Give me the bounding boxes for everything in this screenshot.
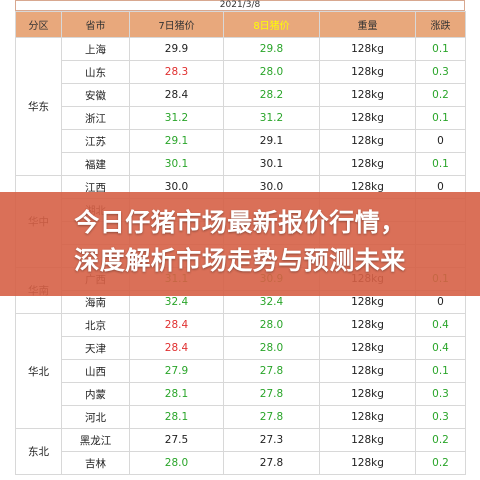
table-row: 天津 28.4 28.0 128kg 0.4	[16, 336, 466, 360]
price7-cell: 28.4	[129, 313, 224, 337]
change-cell: 0.3	[415, 60, 466, 84]
price8-cell: 28.2	[223, 83, 320, 107]
province-cell: 内蒙	[61, 382, 130, 406]
province-cell: 山西	[61, 359, 130, 383]
table-row: 东北 黑龙江 27.5 27.3 128kg 0.2	[15, 428, 466, 475]
change-cell: 0.1	[415, 359, 466, 383]
price7-cell: 28.3	[129, 60, 224, 84]
table-row: 内蒙 28.1 27.8 128kg 0.3	[16, 382, 466, 406]
price8-cell: 27.8	[223, 451, 320, 475]
price8-cell: 31.2	[223, 106, 320, 130]
weight-cell: 128kg	[319, 106, 416, 130]
date-label: 2021/3/8	[15, 0, 465, 11]
table-row: 山东 28.3 28.0 128kg 0.3	[16, 60, 466, 84]
change-cell: 0.3	[415, 382, 466, 406]
change-cell: 0.3	[415, 405, 466, 429]
change-cell: 0.1	[415, 106, 466, 130]
weight-cell: 128kg	[319, 37, 416, 61]
change-cell: 0.1	[415, 37, 466, 61]
weight-cell: 128kg	[319, 382, 416, 406]
province-cell: 江苏	[61, 129, 130, 153]
price8-cell: 29.1	[223, 129, 320, 153]
price7-cell: 28.1	[129, 382, 224, 406]
weight-cell: 128kg	[319, 451, 416, 475]
headline-banner	[0, 192, 480, 296]
weight-cell: 128kg	[319, 405, 416, 429]
weight-cell: 128kg	[319, 428, 416, 452]
header-province: 省市	[61, 11, 130, 38]
table-row: 山西 27.9 27.8 128kg 0.1	[16, 359, 466, 383]
change-cell: 0.2	[415, 451, 466, 475]
table-header-row: 分区 省市 7日猪价 8日猪价 重量 涨跌	[15, 11, 466, 38]
weight-cell: 128kg	[319, 313, 416, 337]
weight-cell: 128kg	[319, 336, 416, 360]
change-cell: 0.2	[415, 83, 466, 107]
header-region: 分区	[15, 11, 62, 38]
headline-line-2: 深度解析市场走势与预测未来	[74, 246, 406, 275]
price8-cell: 27.8	[223, 382, 320, 406]
table-row: 华东 上海 29.9 29.8 128kg 0.1	[15, 37, 466, 176]
price7-cell: 30.1	[129, 152, 224, 176]
price7-cell: 28.4	[129, 336, 224, 360]
change-cell: 0.4	[415, 336, 466, 360]
region-cell: 华东	[15, 37, 62, 176]
table-row: 华北 北京 28.4 28.0 128kg 0.4	[15, 313, 466, 429]
change-cell: 0	[415, 129, 466, 153]
region-cell: 东北	[15, 428, 62, 475]
header-weight: 重量	[319, 11, 416, 38]
weight-cell: 128kg	[319, 60, 416, 84]
price7-cell: 28.4	[129, 83, 224, 107]
weight-cell: 128kg	[319, 359, 416, 383]
region-cell: 华北	[15, 313, 62, 429]
table-row: 吉林 28.0 27.8 128kg 0.2	[16, 451, 466, 475]
price8-cell: 27.8	[223, 359, 320, 383]
province-cell: 浙江	[61, 106, 130, 130]
province-cell: 山东	[61, 60, 130, 84]
weight-cell: 128kg	[319, 83, 416, 107]
province-cell: 上海	[61, 37, 130, 61]
weight-cell: 128kg	[319, 129, 416, 153]
price8-cell: 29.8	[223, 37, 320, 61]
price7-cell: 29.9	[129, 37, 224, 61]
province-cell: 北京	[61, 313, 130, 337]
change-cell: 0.2	[415, 428, 466, 452]
price8-cell: 27.8	[223, 405, 320, 429]
province-cell: 福建	[61, 152, 130, 176]
table-row: 江苏 29.1 29.1 128kg 0	[16, 129, 466, 153]
province-cell: 河北	[61, 405, 130, 429]
header-change: 涨跌	[415, 11, 466, 38]
price7-cell: 27.5	[129, 428, 224, 452]
table-row: 河北 28.1 27.8 128kg 0.3	[16, 405, 466, 429]
header-price-7: 7日猪价	[129, 11, 224, 38]
table-row: 浙江 31.2 31.2 128kg 0.1	[16, 106, 466, 130]
price8-cell: 28.0	[223, 60, 320, 84]
change-cell: 0.1	[415, 152, 466, 176]
price7-cell: 28.1	[129, 405, 224, 429]
province-cell: 黑龙江	[61, 428, 130, 452]
price7-cell: 28.0	[129, 451, 224, 475]
headline-line-1: 今日仔猪市场最新报价行情，	[74, 208, 406, 237]
price8-cell: 28.0	[223, 336, 320, 360]
table-row: 安徽 28.4 28.2 128kg 0.2	[16, 83, 466, 107]
table-row: 福建 30.1 30.1 128kg 0.1	[16, 152, 466, 176]
price7-cell: 31.2	[129, 106, 224, 130]
change-cell: 0.4	[415, 313, 466, 337]
price8-cell: 27.3	[223, 428, 320, 452]
price7-cell: 27.9	[129, 359, 224, 383]
weight-cell: 128kg	[319, 152, 416, 176]
province-cell: 吉林	[61, 451, 130, 475]
price7-cell: 29.1	[129, 129, 224, 153]
price8-cell: 30.1	[223, 152, 320, 176]
price8-cell: 28.0	[223, 313, 320, 337]
province-cell: 天津	[61, 336, 130, 360]
header-price-8: 8日猪价	[223, 11, 320, 38]
province-cell: 安徽	[61, 83, 130, 107]
